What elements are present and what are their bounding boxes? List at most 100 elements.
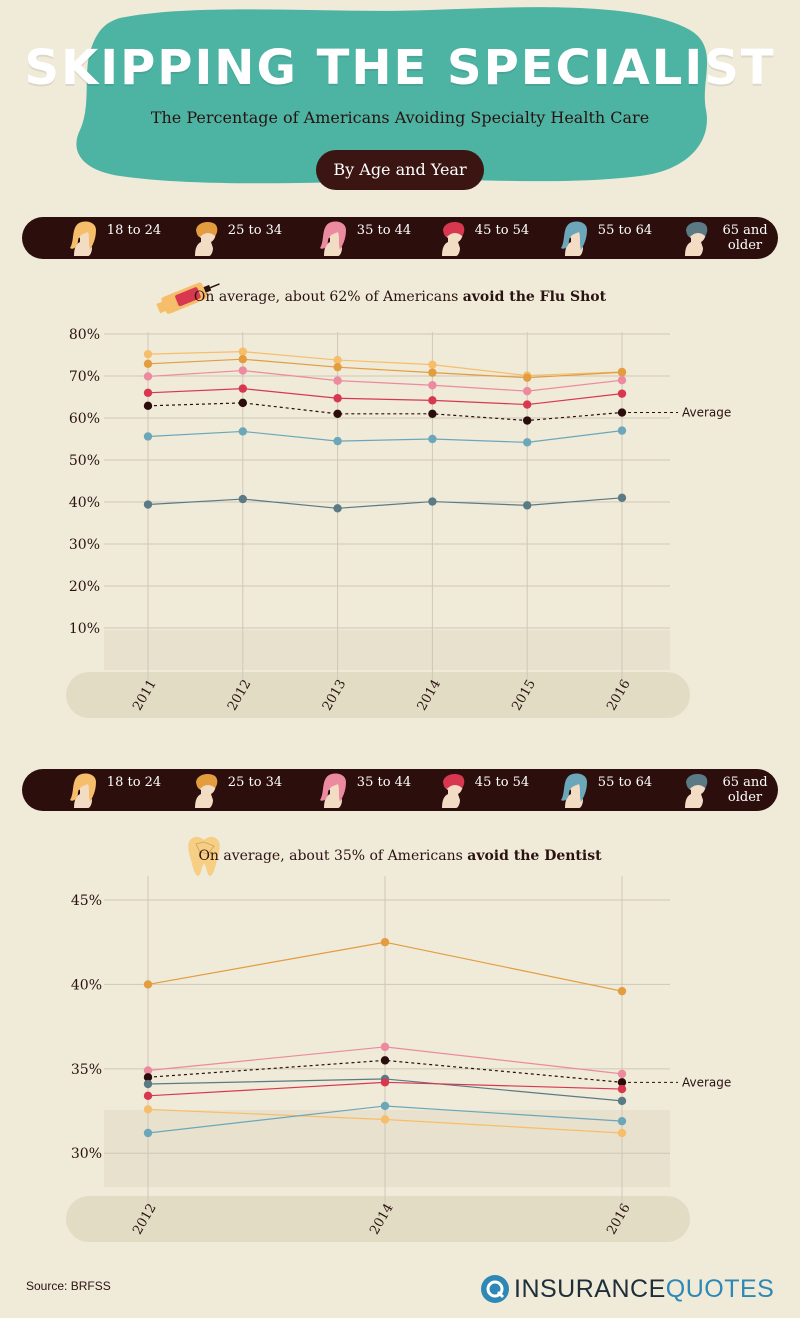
legend-item: 35 to 44 [316, 769, 426, 811]
man-head-icon [195, 222, 218, 256]
man-head-icon [685, 774, 708, 808]
legend-label: 35 to 44 [356, 775, 412, 790]
logo-icon [481, 1275, 509, 1303]
data-point [523, 438, 532, 447]
legend-label: 18 to 24 [106, 775, 162, 790]
flu-shot-heading: On average, about 62% of Americans avoid… [193, 289, 607, 305]
legend-label: 25 to 34 [227, 223, 283, 238]
series-line [147, 1059, 623, 1083]
syringe-icon [156, 282, 220, 314]
y-tick-label: 20% [69, 579, 100, 595]
legend-label: 25 to 34 [227, 775, 283, 790]
data-point [143, 1128, 153, 1138]
data-point [428, 381, 437, 390]
series-25-to-34 [143, 355, 627, 382]
data-point [617, 986, 627, 996]
data-point [617, 1084, 627, 1094]
data-point [380, 1078, 390, 1087]
legend-label: 55 to 64 [597, 775, 653, 790]
data-point [617, 426, 627, 435]
series-line [147, 351, 623, 377]
woman-head-icon [70, 221, 96, 256]
data-point [143, 1066, 153, 1075]
man-head-icon [442, 222, 465, 256]
data-point [143, 401, 153, 411]
source-note: Source: BRFSS [26, 1279, 111, 1293]
legend-item: 45 to 54 [434, 769, 544, 811]
y-tick-label: 40% [69, 495, 100, 511]
legend-label: 45 to 54 [474, 223, 530, 238]
data-point [333, 362, 342, 372]
legend-item: 25 to 34 [187, 769, 297, 811]
man-head-icon [442, 774, 465, 808]
plot-shade [104, 630, 670, 670]
y-tick-label: 30% [69, 537, 100, 553]
man-head-icon [685, 222, 708, 256]
series-average: Average [143, 1056, 731, 1089]
series-25-to-34 [143, 938, 627, 996]
data-point [428, 409, 437, 418]
data-point [617, 1116, 627, 1126]
series-line [147, 387, 623, 406]
data-point [428, 368, 437, 377]
x-axis-pill [66, 672, 690, 718]
series-55-to-64 [143, 1101, 627, 1138]
dentist-heading: On average, about 35% of Americans avoid… [198, 848, 602, 864]
tooth-icon [188, 836, 220, 876]
legend-label: 55 to 64 [597, 223, 653, 238]
data-point [380, 1056, 390, 1065]
data-point [238, 384, 247, 393]
data-point [617, 1069, 627, 1079]
data-point [428, 360, 437, 369]
data-point [143, 349, 153, 359]
data-point [428, 497, 437, 506]
data-point [238, 347, 247, 356]
series-35-to-44 [143, 366, 627, 396]
data-point [238, 427, 247, 436]
data-point [523, 386, 532, 396]
y-tick-label: 30% [71, 1146, 102, 1162]
data-point [617, 368, 627, 377]
data-point [143, 388, 153, 397]
y-tick-label: 45% [71, 893, 102, 909]
data-point [380, 1042, 390, 1052]
legend-label: 45 to 54 [474, 775, 530, 790]
data-point [617, 389, 627, 398]
woman-head-icon [320, 773, 346, 808]
legend-item: 25 to 34 [187, 217, 297, 259]
data-point [333, 355, 342, 365]
data-point [523, 501, 532, 510]
data-point [523, 373, 532, 382]
legend-label: 35 to 44 [356, 223, 412, 238]
y-tick-label: 60% [69, 411, 100, 427]
y-tick-label: 50% [69, 453, 100, 469]
data-point [523, 416, 532, 425]
data-point [380, 1101, 390, 1111]
data-point [380, 1115, 390, 1124]
data-point [333, 504, 342, 513]
series-18-to-24 [143, 347, 627, 380]
data-point [617, 1128, 627, 1138]
y-tick-label: 40% [71, 977, 102, 993]
data-point [143, 1073, 153, 1082]
series-line [147, 430, 623, 443]
legend-item: 45 to 54 [434, 217, 544, 259]
data-point [333, 394, 342, 403]
data-point [333, 376, 342, 385]
data-point [238, 366, 247, 375]
legend-item: 55 to 64 [557, 217, 667, 259]
y-tick-label: 70% [69, 369, 100, 385]
age-legend-bottom: 18 to 24 25 to 34 35 to 44 45 to 54 55 to 64… [22, 769, 778, 811]
woman-head-icon [561, 221, 587, 256]
logo-wordmark: INSURANCEQUOTES [514, 1275, 775, 1303]
data-point [143, 1105, 153, 1114]
data-point [523, 400, 532, 409]
series-35-to-44 [143, 1042, 627, 1079]
data-point [143, 980, 153, 989]
x-axis-pill [66, 1196, 690, 1242]
legend-item: 55 to 64 [557, 769, 667, 811]
average-label: Average [682, 406, 731, 420]
legend-label: 18 to 24 [106, 223, 162, 238]
woman-head-icon [70, 773, 96, 808]
